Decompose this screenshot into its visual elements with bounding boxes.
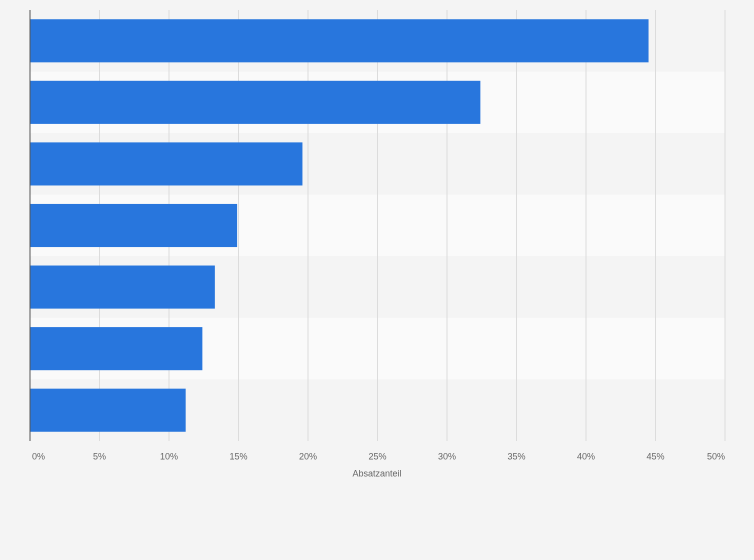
bar (30, 265, 215, 309)
x-tick-label: 40% (577, 451, 595, 461)
x-tick-label: 20% (299, 451, 317, 461)
x-axis-label: Absatzanteil (352, 468, 401, 478)
bar (30, 19, 649, 63)
bar (30, 142, 303, 186)
x-tick-label: 50% (707, 451, 725, 461)
bar (30, 203, 238, 248)
bar (30, 80, 481, 124)
bar (30, 327, 203, 371)
x-tick-label: 0% (32, 451, 45, 461)
bar (30, 388, 186, 432)
x-tick-label: 15% (229, 451, 247, 461)
x-tick-label: 35% (507, 451, 525, 461)
x-tick-label: 25% (368, 451, 386, 461)
x-tick-label: 45% (646, 451, 664, 461)
x-tick-label: 5% (93, 451, 106, 461)
x-tick-label: 30% (438, 451, 456, 461)
x-tick-label: 10% (160, 451, 178, 461)
